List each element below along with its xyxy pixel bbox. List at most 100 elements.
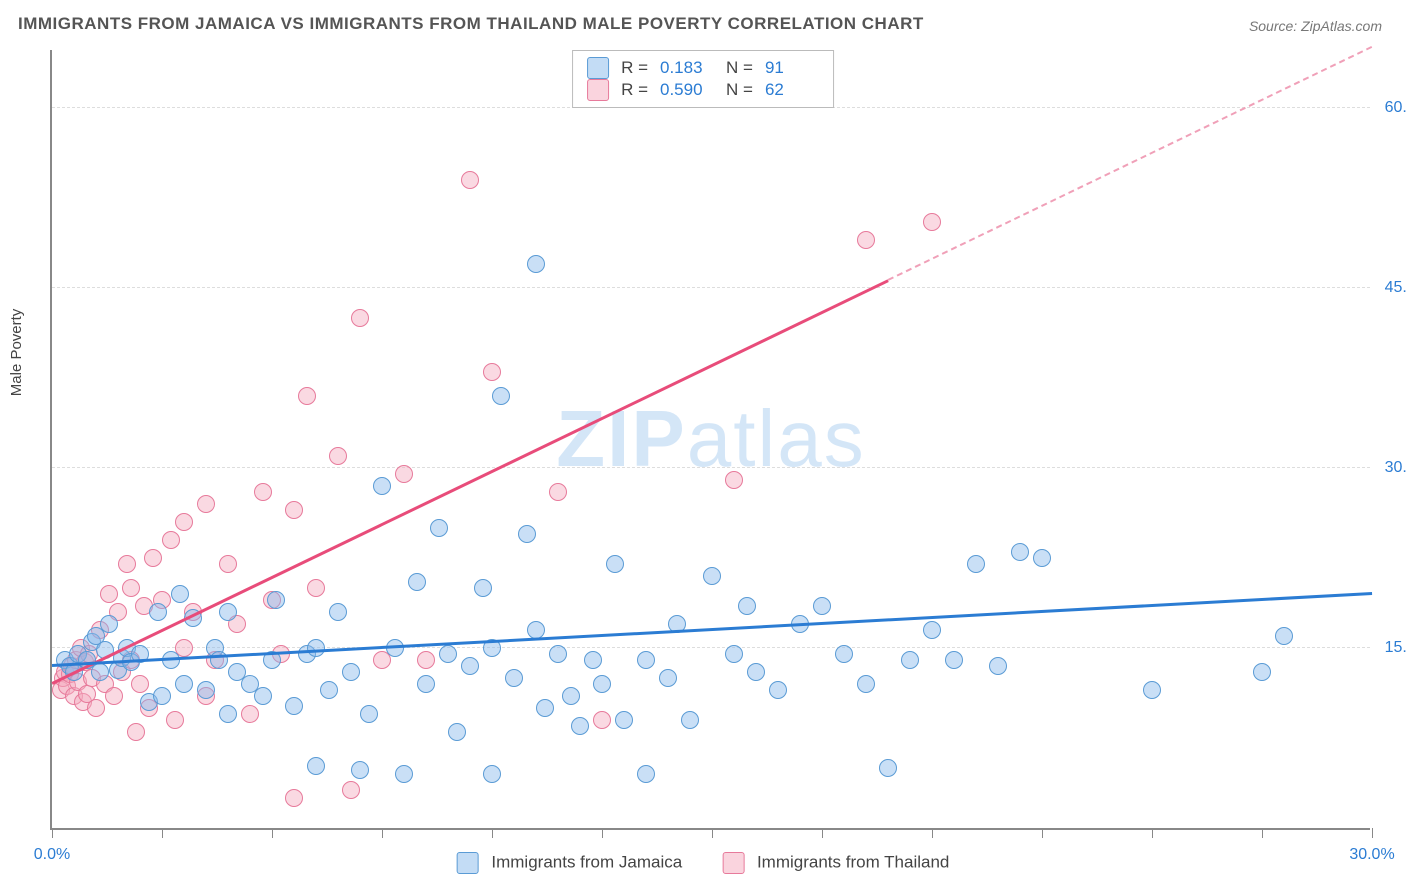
data-point: [285, 789, 303, 807]
y-tick-label: 15.0%: [1375, 639, 1406, 657]
n-value-jamaica: 91: [765, 58, 819, 78]
data-point: [527, 255, 545, 273]
x-tick: [712, 828, 713, 838]
data-point: [166, 711, 184, 729]
data-point: [923, 213, 941, 231]
data-point: [637, 765, 655, 783]
data-point: [606, 555, 624, 573]
data-point: [461, 171, 479, 189]
data-point: [769, 681, 787, 699]
data-point: [474, 579, 492, 597]
data-point: [417, 675, 435, 693]
data-point: [219, 603, 237, 621]
x-tick: [822, 828, 823, 838]
chart-title: IMMIGRANTS FROM JAMAICA VS IMMIGRANTS FR…: [18, 14, 924, 34]
y-tick-label: 45.0%: [1375, 279, 1406, 297]
trend-line: [51, 279, 888, 684]
n-label: N =: [726, 58, 753, 78]
data-point: [483, 363, 501, 381]
legend-item-jamaica: Immigrants from Jamaica: [457, 852, 683, 874]
legend-label-thailand: Immigrants from Thailand: [757, 852, 949, 871]
data-point: [857, 675, 875, 693]
data-point: [593, 711, 611, 729]
data-point: [395, 765, 413, 783]
data-point: [219, 705, 237, 723]
r-label: R =: [621, 58, 648, 78]
data-point: [417, 651, 435, 669]
data-point: [197, 495, 215, 513]
data-point: [681, 711, 699, 729]
data-point: [835, 645, 853, 663]
x-tick: [162, 828, 163, 838]
data-point: [967, 555, 985, 573]
data-point: [100, 615, 118, 633]
data-point: [254, 483, 272, 501]
data-point: [1011, 543, 1029, 561]
x-tick: [52, 828, 53, 838]
data-point: [285, 501, 303, 519]
data-point: [307, 579, 325, 597]
data-point: [461, 657, 479, 675]
data-point: [989, 657, 1007, 675]
swatch-thailand-icon: [587, 79, 609, 101]
data-point: [747, 663, 765, 681]
data-point: [408, 573, 426, 591]
gridline: [52, 467, 1370, 468]
scatter-plot-area: ZIPatlas 15.0%30.0%45.0%60.0%0.0%30.0%: [50, 50, 1370, 830]
x-tick: [602, 828, 603, 838]
data-point: [342, 781, 360, 799]
swatch-jamaica-icon: [457, 852, 479, 874]
data-point: [725, 471, 743, 489]
y-tick-label: 30.0%: [1375, 459, 1406, 477]
data-point: [373, 477, 391, 495]
n-label: N =: [726, 80, 753, 100]
data-point: [175, 675, 193, 693]
source-label: Source: ZipAtlas.com: [1249, 18, 1382, 34]
r-label: R =: [621, 80, 648, 100]
trend-line: [52, 592, 1372, 666]
data-point: [127, 723, 145, 741]
x-tick: [1152, 828, 1153, 838]
data-point: [615, 711, 633, 729]
data-point: [329, 447, 347, 465]
legend-item-thailand: Immigrants from Thailand: [722, 852, 949, 874]
data-point: [492, 387, 510, 405]
data-point: [857, 231, 875, 249]
data-point: [549, 483, 567, 501]
data-point: [320, 681, 338, 699]
data-point: [171, 585, 189, 603]
data-point: [637, 651, 655, 669]
data-point: [105, 687, 123, 705]
data-point: [153, 687, 171, 705]
x-tick: [1262, 828, 1263, 838]
data-point: [430, 519, 448, 537]
data-point: [91, 663, 109, 681]
data-point: [549, 645, 567, 663]
data-point: [1253, 663, 1271, 681]
x-tick: [492, 828, 493, 838]
data-point: [562, 687, 580, 705]
data-point: [945, 651, 963, 669]
trend-line: [888, 46, 1373, 281]
data-point: [518, 525, 536, 543]
data-point: [1143, 681, 1161, 699]
data-point: [162, 531, 180, 549]
data-point: [703, 567, 721, 585]
data-point: [659, 669, 677, 687]
r-value-thailand: 0.590: [660, 80, 714, 100]
y-tick-label: 60.0%: [1375, 99, 1406, 117]
x-end-label: 30.0%: [1349, 846, 1394, 864]
x-start-label: 0.0%: [34, 846, 70, 864]
data-point: [307, 639, 325, 657]
data-point: [738, 597, 756, 615]
data-point: [351, 761, 369, 779]
data-point: [267, 591, 285, 609]
data-point: [149, 603, 167, 621]
x-tick: [932, 828, 933, 838]
legend-label-jamaica: Immigrants from Jamaica: [491, 852, 682, 871]
swatch-jamaica-icon: [587, 57, 609, 79]
data-point: [505, 669, 523, 687]
data-point: [298, 387, 316, 405]
legend-row-jamaica: R = 0.183 N = 91: [587, 57, 819, 79]
x-tick: [1372, 828, 1373, 838]
